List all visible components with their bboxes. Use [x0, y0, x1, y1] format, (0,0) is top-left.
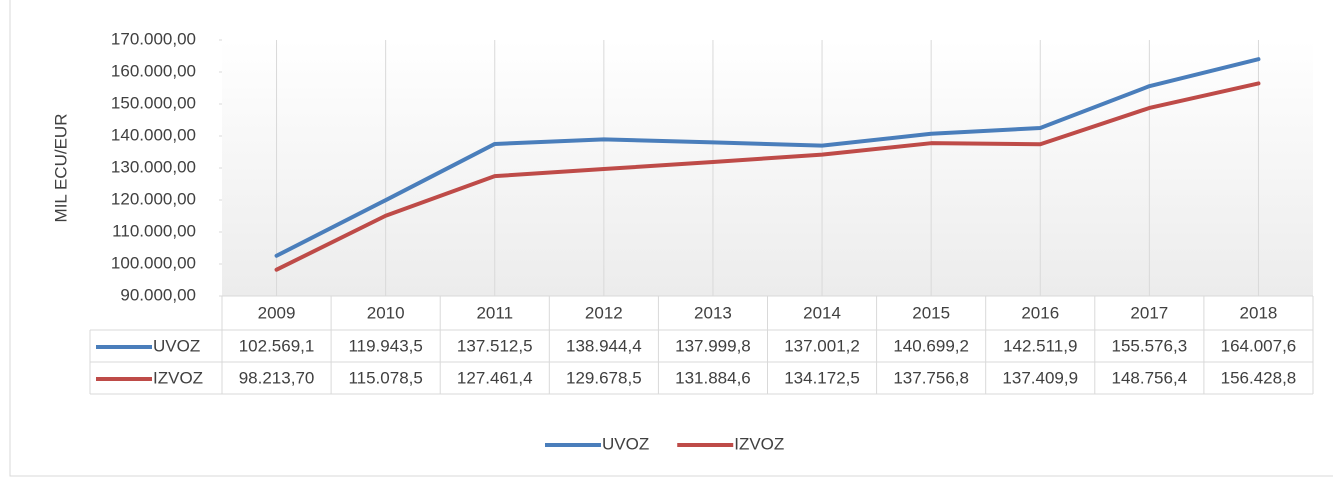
- table-cell: 137.756,8: [893, 368, 969, 387]
- x-tick-label: 2016: [1021, 303, 1059, 322]
- y-tick-label: 110.000,00: [112, 221, 196, 240]
- table-cell: 102.569,1: [239, 336, 315, 355]
- x-tick-label: 2013: [694, 303, 732, 322]
- y-tick-label: 140.000,00: [111, 125, 196, 144]
- table-cell: 129.678,5: [566, 368, 642, 387]
- y-tick-label: 160.000,00: [111, 61, 196, 80]
- y-tick-label: 100.000,00: [111, 253, 196, 272]
- x-tick-label: 2012: [585, 303, 623, 322]
- y-axis-label: MIL ECU/EUR: [51, 114, 70, 223]
- x-tick-label: 2018: [1240, 303, 1278, 322]
- legend-label: IZVOZ: [734, 434, 784, 453]
- y-tick-label: 90.000,00: [120, 285, 196, 304]
- table-cell: 148.756,4: [1112, 368, 1188, 387]
- table-cell: 134.172,5: [784, 368, 860, 387]
- y-tick-label: 170.000,00: [111, 29, 196, 48]
- x-tick-label: 2011: [476, 303, 513, 322]
- table-cell: 137.409,9: [1002, 368, 1078, 387]
- table-cell: 164.007,6: [1221, 336, 1297, 355]
- table-cell: 98.213,70: [239, 368, 315, 387]
- table-cell: 131.884,6: [675, 368, 751, 387]
- table-cell: 137.999,8: [675, 336, 751, 355]
- table-cell: 140.699,2: [893, 336, 969, 355]
- x-tick-label: 2015: [912, 303, 950, 322]
- table-cell: 115.078,5: [348, 368, 422, 387]
- table-cell: 155.576,3: [1112, 336, 1188, 355]
- series-line: [274, 81, 1261, 272]
- x-tick-label: 2017: [1130, 303, 1168, 322]
- table-cell: 137.001,2: [784, 336, 860, 355]
- table-cell: 142.511,9: [1003, 336, 1077, 355]
- y-tick-label: 120.000,00: [111, 189, 196, 208]
- table-row-label: IZVOZ: [153, 368, 203, 387]
- table-cell: 156.428,8: [1221, 368, 1297, 387]
- series-line: [274, 57, 1261, 258]
- x-tick-label: 2010: [367, 303, 405, 322]
- table-cell: 119.943,5: [348, 336, 422, 355]
- table-cell: 138.944,4: [566, 336, 642, 355]
- table-cell: 127.461,4: [457, 368, 533, 387]
- x-tick-label: 2009: [258, 303, 296, 322]
- table-cell: 137.512,5: [457, 336, 533, 355]
- table-row-label: UVOZ: [153, 336, 200, 355]
- chart-border: [9, 0, 1333, 477]
- y-tick-label: 130.000,00: [111, 157, 196, 176]
- legend-label: UVOZ: [602, 434, 649, 453]
- plot-area: [222, 40, 1313, 296]
- x-tick-label: 2014: [803, 303, 841, 322]
- y-tick-label: 150.000,00: [111, 93, 196, 112]
